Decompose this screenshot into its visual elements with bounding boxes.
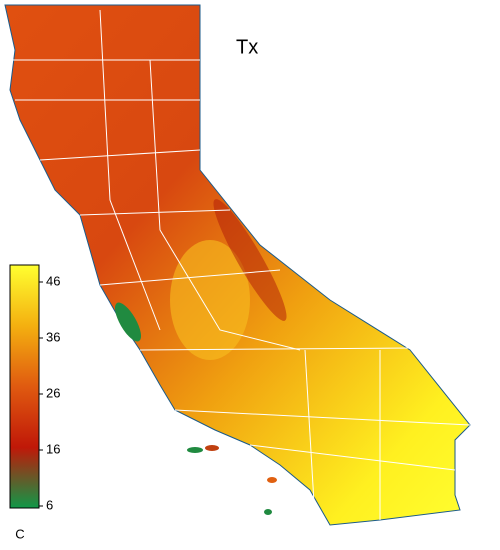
islands xyxy=(187,445,277,515)
coastal-green xyxy=(115,302,141,342)
colorbar-unit: C xyxy=(15,526,24,541)
county-lines xyxy=(5,9,471,521)
map-title: Tx xyxy=(236,36,258,58)
california-map xyxy=(4,4,471,526)
sierra-ridge xyxy=(213,199,287,321)
colorbar-tick-label: 16 xyxy=(46,441,60,456)
colorbar-tick-label: 6 xyxy=(46,497,53,512)
colorbar-tick-label: 26 xyxy=(46,385,60,400)
colorbar-tick-label: 36 xyxy=(46,329,60,344)
colorbar-tick-label: 46 xyxy=(46,273,60,288)
colorbar-gradient xyxy=(9,264,40,509)
colorbar: C 6 16 26 36 46 xyxy=(9,264,60,541)
central-valley xyxy=(170,240,250,360)
